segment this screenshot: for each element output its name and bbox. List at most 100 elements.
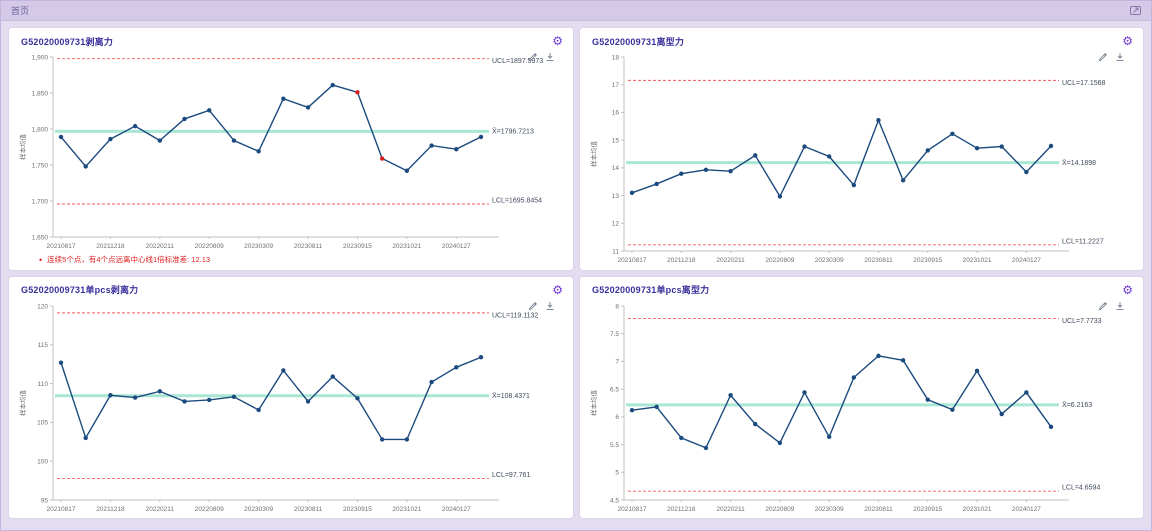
svg-text:LCL=11.2227: LCL=11.2227 [1062, 238, 1104, 245]
control-chart-unit-release-force[interactable]: 8 7.5 7 6.5 6 5.5 5 4.5 样本均值 UCL=7.7733 X̄=6.2163 L… [586, 298, 1135, 516]
svg-text:X̄=14.1898: X̄=14.1898 [1062, 159, 1096, 167]
top-tab-bar: 首页 [1, 1, 1151, 21]
svg-text:20230811: 20230811 [294, 243, 323, 250]
svg-text:20220809: 20220809 [195, 506, 224, 513]
svg-text:20220211: 20220211 [716, 257, 745, 264]
download-icon[interactable] [1115, 52, 1125, 62]
svg-text:20230811: 20230811 [294, 506, 323, 513]
download-icon[interactable] [545, 301, 555, 311]
svg-text:样本均值: 样本均值 [589, 389, 598, 416]
svg-text:20220211: 20220211 [716, 506, 745, 513]
svg-text:20210817: 20210817 [618, 257, 647, 264]
dashboard-grid: G52020009731剥离力 ⚙ 1,900 1,850 1,800 1,750 1,… [1, 21, 1151, 525]
svg-text:20220211: 20220211 [146, 243, 175, 250]
panel-title-unit-release-force: G52020009731单pcs离型力 [592, 285, 710, 295]
rule-violation-text: 连续5个点，有4个点远离中心线1倍标准差: 12.13 [47, 255, 211, 264]
svg-text:6.5: 6.5 [610, 386, 619, 393]
svg-text:1,750: 1,750 [32, 162, 49, 169]
panel-title-peel-force: G52020009731剥离力 [21, 36, 114, 47]
pencil-icon[interactable] [1098, 52, 1108, 62]
svg-text:20240127: 20240127 [1012, 506, 1041, 513]
svg-text:20210817: 20210817 [47, 506, 76, 513]
svg-text:X̄=108.4371: X̄=108.4371 [492, 391, 530, 399]
tab-home[interactable]: 首页 [11, 6, 30, 16]
svg-text:X̄=1796.7213: X̄=1796.7213 [492, 128, 534, 136]
svg-text:20230915: 20230915 [913, 257, 942, 264]
panel-title-release-force: G52020009731离型力 [592, 36, 685, 47]
expand-icon[interactable] [1130, 6, 1141, 15]
svg-text:20220809: 20220809 [765, 506, 794, 513]
svg-text:20230811: 20230811 [864, 257, 893, 264]
pencil-icon[interactable] [528, 52, 538, 62]
svg-text:20230811: 20230811 [864, 506, 893, 513]
svg-text:20211218: 20211218 [667, 506, 696, 513]
pencil-icon[interactable] [528, 301, 538, 311]
control-chart-release-force[interactable]: 18 17 16 15 14 13 12 11 样本均值 UCL=17.1568 X̄=14.189… [586, 49, 1135, 267]
svg-text:13: 13 [612, 193, 620, 200]
svg-text:样本均值: 样本均值 [18, 134, 27, 161]
panel-title-unit-peel-force: G52020009731单pcs剥离力 [21, 285, 139, 295]
svg-text:20230309: 20230309 [815, 257, 844, 264]
svg-text:20230309: 20230309 [244, 506, 273, 513]
svg-text:UCL=17.1568: UCL=17.1568 [1062, 80, 1106, 87]
svg-text:20230915: 20230915 [343, 243, 372, 250]
gear-icon[interactable]: ⚙ [552, 34, 563, 48]
gear-icon[interactable]: ⚙ [1122, 282, 1133, 297]
pencil-icon[interactable] [1098, 301, 1108, 311]
svg-text:105: 105 [37, 419, 48, 426]
svg-text:样本均值: 样本均值 [18, 389, 27, 416]
control-chart-peel-force[interactable]: 1,900 1,850 1,800 1,750 1,700 1,650 样本均值 UCL=18… [15, 49, 565, 253]
svg-text:5: 5 [615, 469, 619, 476]
chart-panel-unit-peel-force: G52020009731单pcs剥离力 ⚙ 120 115 110 105 100 95 样… [9, 276, 573, 518]
svg-text:20220809: 20220809 [195, 243, 224, 250]
svg-text:LCL=1695.8454: LCL=1695.8454 [492, 197, 542, 204]
svg-text:20210817: 20210817 [47, 243, 76, 250]
svg-text:20231021: 20231021 [963, 506, 992, 513]
svg-text:UCL=119.1132: UCL=119.1132 [492, 312, 538, 319]
svg-text:20240127: 20240127 [1012, 257, 1041, 264]
svg-text:UCL=7.7733: UCL=7.7733 [1062, 318, 1102, 325]
svg-text:7.5: 7.5 [610, 331, 619, 338]
svg-text:110: 110 [38, 380, 49, 387]
svg-text:20231021: 20231021 [392, 243, 421, 250]
bullet-icon: • [39, 254, 43, 265]
gear-icon[interactable]: ⚙ [552, 282, 563, 297]
svg-text:7: 7 [615, 358, 619, 365]
svg-text:20231021: 20231021 [963, 257, 992, 264]
svg-text:17: 17 [612, 82, 620, 89]
svg-text:18: 18 [612, 54, 620, 61]
svg-text:11: 11 [612, 248, 619, 255]
svg-text:20220809: 20220809 [765, 257, 794, 264]
svg-text:20240127: 20240127 [442, 243, 471, 250]
chart-panel-release-force: G52020009731离型力 ⚙ 18 17 16 15 14 13 12 11 样本均值 UC… [580, 28, 1143, 270]
svg-text:14: 14 [612, 165, 620, 172]
svg-text:115: 115 [38, 342, 49, 349]
rule-violation-annotation: • 连续5个点，有4个点远离中心线1倍标准差: 12.13 [15, 253, 565, 267]
download-icon[interactable] [545, 52, 555, 62]
svg-text:X̄=6.2163: X̄=6.2163 [1062, 401, 1092, 409]
svg-text:95: 95 [41, 497, 49, 504]
chart-panel-peel-force: G52020009731剥离力 ⚙ 1,900 1,850 1,800 1,750 1,… [9, 28, 573, 270]
svg-text:1,850: 1,850 [32, 90, 49, 97]
svg-text:1,650: 1,650 [32, 234, 49, 241]
svg-text:20230309: 20230309 [244, 243, 273, 250]
svg-text:16: 16 [612, 110, 620, 117]
svg-text:20211218: 20211218 [667, 257, 696, 264]
svg-text:20230915: 20230915 [343, 506, 372, 513]
control-chart-unit-peel-force[interactable]: 120 115 110 105 100 95 样本均值 UCL=119.1132 X̄=108.… [15, 298, 565, 516]
svg-text:15: 15 [612, 137, 620, 144]
svg-text:20231021: 20231021 [392, 506, 421, 513]
download-icon[interactable] [1115, 301, 1125, 311]
svg-text:5.5: 5.5 [610, 441, 619, 448]
chart-panel-unit-release-force: G52020009731单pcs离型力 ⚙ 8 7.5 7 6.5 6 5.5 5 4.5 样本… [580, 276, 1143, 518]
svg-text:20220211: 20220211 [146, 506, 175, 513]
svg-text:8: 8 [615, 303, 619, 310]
svg-text:1,700: 1,700 [32, 198, 49, 205]
svg-text:UCL=1897.5973: UCL=1897.5973 [492, 58, 543, 65]
svg-text:LCL=4.6594: LCL=4.6594 [1062, 484, 1100, 491]
svg-text:20211218: 20211218 [96, 243, 125, 250]
svg-text:LCL=97.761: LCL=97.761 [492, 472, 530, 479]
gear-icon[interactable]: ⚙ [1122, 34, 1133, 48]
svg-text:100: 100 [37, 458, 48, 465]
svg-text:20230309: 20230309 [815, 506, 844, 513]
